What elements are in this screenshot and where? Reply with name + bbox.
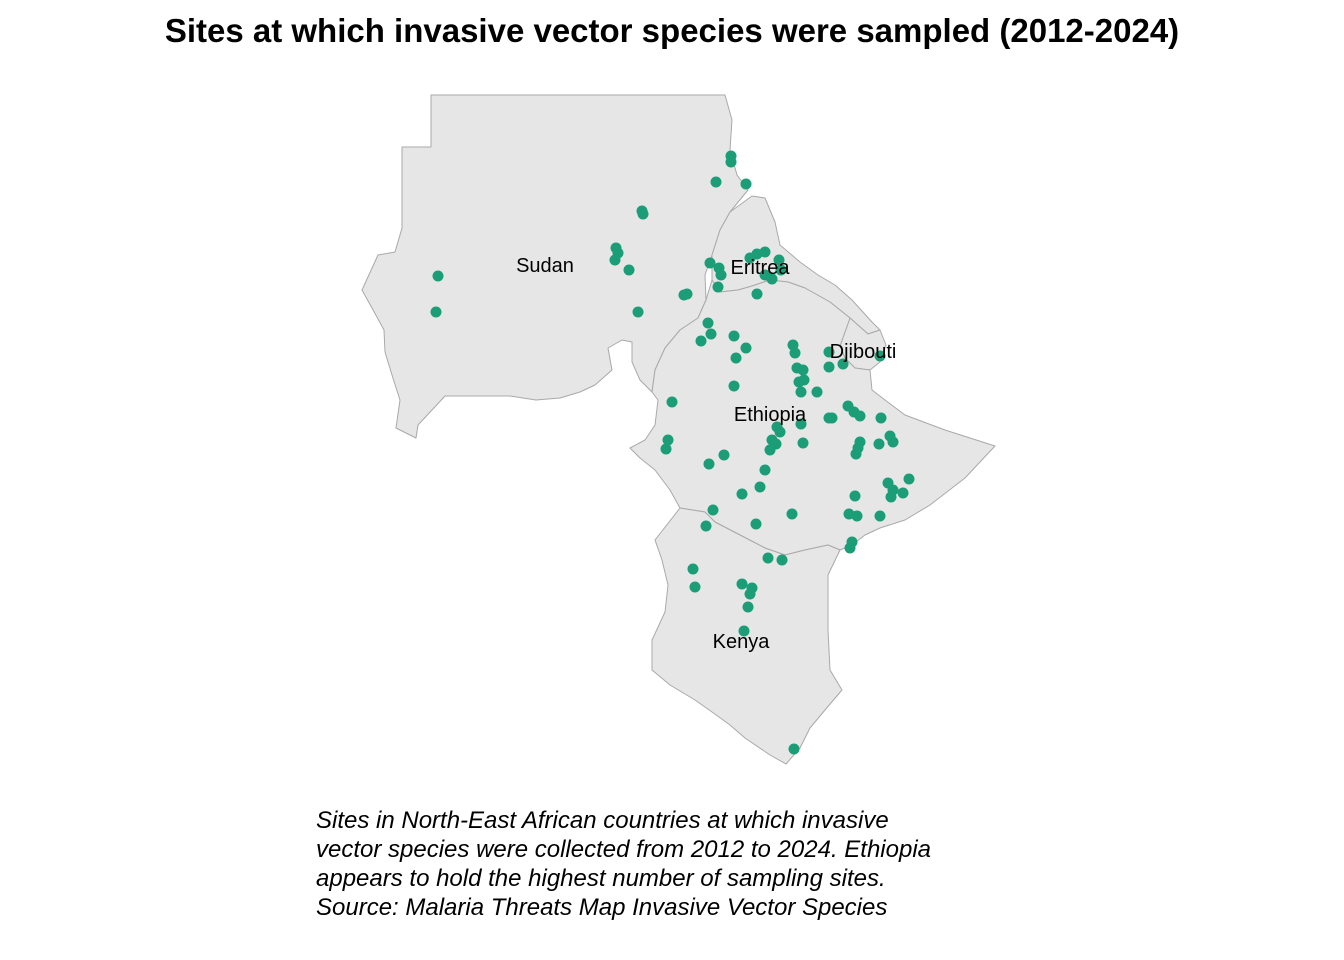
sampling-sites	[430, 150, 915, 755]
sampling-site-point	[751, 288, 763, 300]
sampling-site-point	[702, 317, 714, 329]
label-sudan: Sudan	[516, 255, 574, 277]
sampling-site-point	[788, 743, 800, 755]
country-labels: Sudan Eritrea Djibouti Ethiopia Kenya	[516, 255, 896, 653]
sampling-site-point	[662, 434, 674, 446]
sampling-site-point	[837, 358, 849, 370]
sampling-site-point	[759, 464, 771, 476]
sampling-site-point	[742, 601, 754, 613]
sampling-site-point	[849, 490, 861, 502]
sampling-site-point	[750, 518, 762, 530]
sampling-site-point	[874, 510, 886, 522]
sampling-site-point	[766, 273, 778, 285]
sampling-site-point	[715, 269, 727, 281]
sampling-site-point	[700, 520, 712, 532]
sampling-site-point	[823, 346, 835, 358]
sampling-site-point	[609, 254, 621, 266]
sampling-site-point	[826, 412, 838, 424]
country-kenya	[651, 507, 843, 765]
sampling-site-point	[740, 342, 752, 354]
sampling-site-point	[728, 380, 740, 392]
sampling-site-point	[754, 481, 766, 493]
sampling-site-point	[712, 281, 724, 293]
sampling-site-point	[773, 254, 785, 266]
sampling-site-point	[797, 364, 809, 376]
sampling-site-point	[797, 437, 809, 449]
sampling-site-point	[740, 178, 752, 190]
sampling-site-point	[887, 436, 899, 448]
sampling-site-point	[789, 347, 801, 359]
sampling-site-point	[637, 208, 649, 220]
sampling-site-point	[704, 257, 716, 269]
sampling-site-point	[718, 449, 730, 461]
map-caption: Sites in North-East African countries at…	[316, 807, 932, 921]
label-eritrea: Eritrea	[731, 257, 791, 279]
sampling-site-point	[811, 386, 823, 398]
sampling-site-point	[744, 588, 756, 600]
sampling-site-point	[798, 374, 810, 386]
sampling-site-point	[660, 443, 672, 455]
sampling-site-point	[903, 473, 915, 485]
sampling-site-point	[874, 350, 886, 362]
sampling-site-point	[795, 418, 807, 430]
country-ethiopia	[629, 279, 996, 556]
sampling-site-point	[774, 426, 786, 438]
sampling-site-point	[775, 264, 787, 276]
sampling-site-point	[759, 246, 771, 258]
sampling-site-point	[730, 352, 742, 364]
sampling-site-point	[873, 438, 885, 450]
sampling-site-point	[764, 444, 776, 456]
sampling-site-point	[703, 458, 715, 470]
sampling-site-point	[707, 504, 719, 516]
sampling-site-point	[795, 386, 807, 398]
sampling-site-point	[851, 510, 863, 522]
sampling-site-point	[736, 578, 748, 590]
sampling-site-point	[710, 176, 722, 188]
sampling-site-point	[666, 396, 678, 408]
sampling-site-point	[725, 156, 737, 168]
sampling-site-point	[623, 264, 635, 276]
countries	[361, 94, 996, 765]
sampling-site-point	[736, 488, 748, 500]
sampling-site-point	[844, 542, 856, 554]
sampling-site-point	[762, 552, 774, 564]
sampling-site-point	[705, 328, 717, 340]
sampling-site-point	[786, 508, 798, 520]
sampling-site-point	[776, 554, 788, 566]
sampling-site-point	[738, 625, 750, 637]
sampling-site-point	[695, 335, 707, 347]
label-djibouti: Djibouti	[830, 341, 897, 363]
sampling-site-point	[632, 306, 644, 318]
sampling-site-point	[823, 361, 835, 373]
sampling-site-point	[875, 412, 887, 424]
sampling-site-point	[885, 491, 897, 503]
sampling-site-point	[854, 410, 866, 422]
sampling-site-point	[681, 288, 693, 300]
label-ethiopia: Ethiopia	[734, 404, 807, 426]
sampling-site-point	[689, 581, 701, 593]
label-kenya: Kenya	[713, 631, 771, 653]
sampling-site-point	[687, 563, 699, 575]
sampling-site-point	[430, 306, 442, 318]
sampling-site-point	[432, 270, 444, 282]
sampling-site-point	[850, 448, 862, 460]
map-title: Sites at which invasive vector species w…	[164, 12, 1180, 49]
sampling-site-point	[897, 487, 909, 499]
sampling-site-point	[728, 330, 740, 342]
